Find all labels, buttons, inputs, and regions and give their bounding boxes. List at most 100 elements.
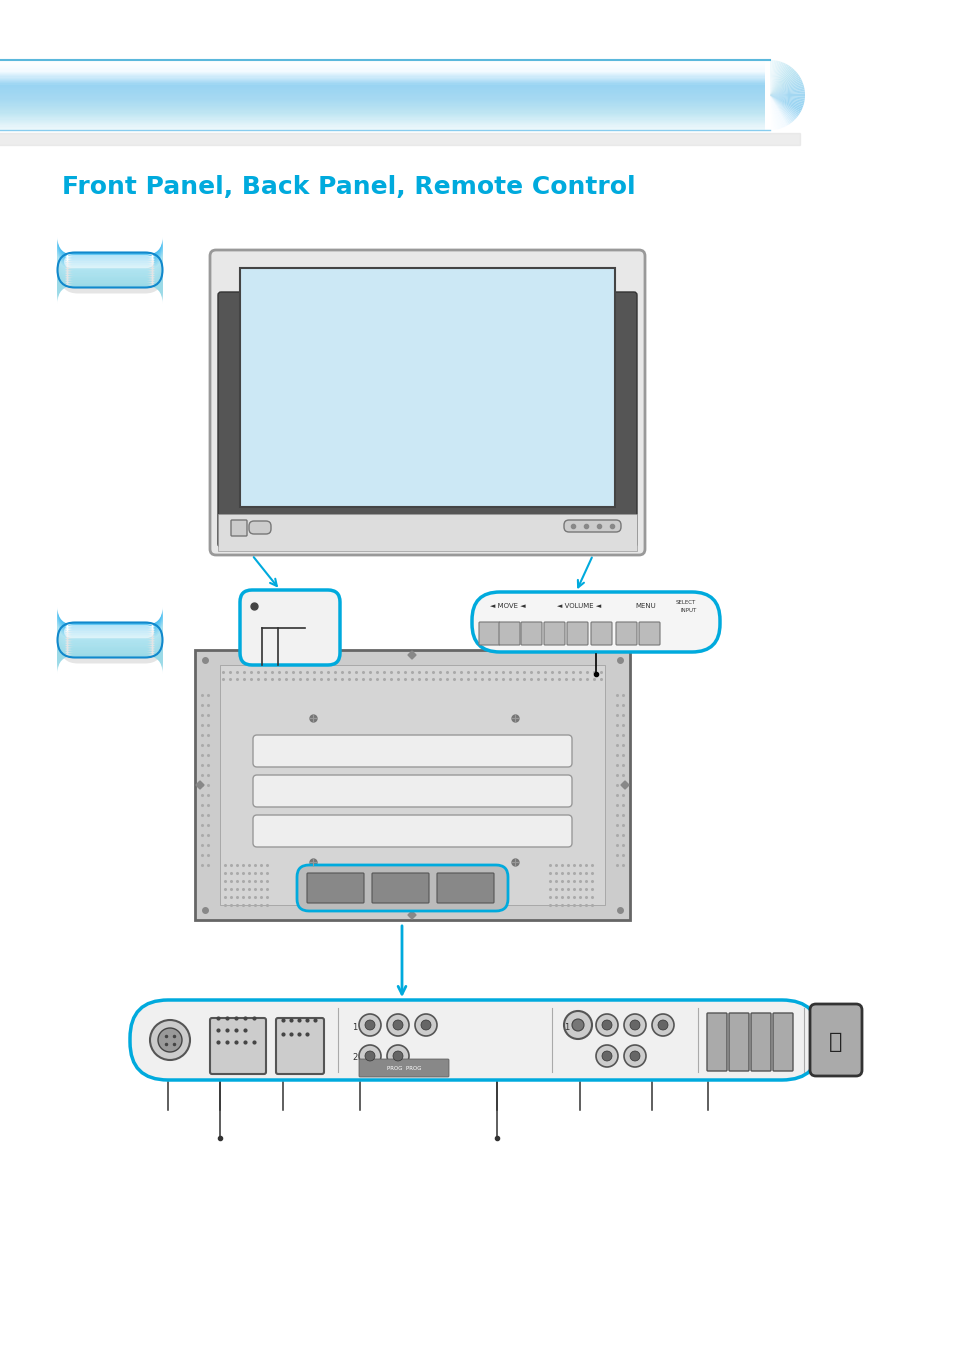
Polygon shape [769, 95, 786, 126]
Polygon shape [769, 82, 802, 95]
Circle shape [387, 1046, 409, 1067]
Circle shape [150, 1020, 190, 1061]
Bar [0, 112, 764, 115]
Polygon shape [769, 95, 804, 97]
Bar [0, 69, 764, 72]
Text: MENU: MENU [635, 603, 655, 609]
FancyBboxPatch shape [57, 269, 162, 301]
FancyBboxPatch shape [639, 621, 659, 644]
Circle shape [596, 1046, 618, 1067]
Circle shape [358, 1015, 380, 1036]
Bar [0, 122, 764, 123]
Polygon shape [769, 63, 785, 95]
Circle shape [393, 1051, 402, 1061]
Circle shape [601, 1051, 612, 1061]
FancyBboxPatch shape [57, 640, 162, 673]
Bar [0, 115, 764, 116]
FancyBboxPatch shape [543, 621, 564, 644]
Bar [0, 74, 764, 76]
FancyBboxPatch shape [57, 630, 162, 663]
FancyBboxPatch shape [57, 634, 162, 666]
Bar [0, 127, 764, 128]
FancyBboxPatch shape [57, 609, 162, 642]
FancyBboxPatch shape [566, 621, 587, 644]
FancyBboxPatch shape [57, 267, 162, 300]
FancyBboxPatch shape [57, 621, 162, 654]
Bar [0, 119, 764, 120]
FancyBboxPatch shape [249, 521, 271, 534]
FancyBboxPatch shape [210, 1019, 266, 1074]
Polygon shape [769, 61, 777, 95]
Bar [0, 132, 800, 145]
FancyBboxPatch shape [57, 253, 162, 286]
FancyBboxPatch shape [57, 259, 162, 293]
Bar [0, 78, 764, 80]
Bar [0, 62, 764, 63]
Bar [0, 105, 764, 107]
Bar [0, 89, 764, 91]
Circle shape [393, 1020, 402, 1029]
Polygon shape [769, 95, 803, 103]
Bar [0, 68, 764, 70]
FancyBboxPatch shape [57, 615, 162, 647]
Polygon shape [769, 95, 780, 128]
FancyBboxPatch shape [60, 258, 162, 293]
Polygon shape [769, 95, 781, 128]
Bar [0, 84, 764, 85]
Circle shape [623, 1046, 645, 1067]
FancyBboxPatch shape [57, 628, 162, 661]
Polygon shape [769, 95, 777, 130]
Bar [0, 91, 764, 92]
Circle shape [420, 1020, 431, 1029]
Polygon shape [769, 84, 803, 95]
Text: SELECT: SELECT [676, 600, 696, 604]
Bar [0, 66, 764, 68]
Bar [0, 95, 764, 97]
FancyBboxPatch shape [64, 626, 154, 638]
Polygon shape [769, 81, 801, 95]
FancyBboxPatch shape [57, 612, 162, 646]
FancyBboxPatch shape [60, 628, 162, 663]
Bar [0, 111, 764, 112]
Bar [0, 124, 764, 126]
Bar [0, 113, 764, 115]
Bar [194, 650, 629, 920]
FancyBboxPatch shape [57, 247, 162, 281]
FancyBboxPatch shape [231, 520, 247, 536]
Text: Front Panel, Back Panel, Remote Control: Front Panel, Back Panel, Remote Control [62, 176, 635, 199]
Bar [0, 70, 764, 72]
FancyBboxPatch shape [240, 590, 339, 665]
FancyBboxPatch shape [57, 263, 162, 296]
FancyBboxPatch shape [307, 873, 364, 902]
Polygon shape [769, 73, 798, 95]
Bar [0, 59, 764, 62]
Polygon shape [769, 95, 804, 100]
FancyBboxPatch shape [563, 520, 620, 532]
Polygon shape [769, 62, 781, 95]
Bar [0, 107, 764, 108]
FancyBboxPatch shape [57, 270, 162, 303]
Polygon shape [769, 70, 795, 95]
Polygon shape [769, 95, 797, 119]
FancyBboxPatch shape [57, 607, 162, 640]
FancyBboxPatch shape [57, 240, 162, 273]
FancyBboxPatch shape [372, 873, 429, 902]
Polygon shape [769, 95, 779, 130]
Bar [0, 127, 764, 130]
Circle shape [601, 1020, 612, 1029]
Bar [0, 88, 764, 89]
Polygon shape [769, 95, 803, 104]
Circle shape [158, 1028, 182, 1052]
FancyBboxPatch shape [728, 1013, 748, 1071]
Circle shape [365, 1051, 375, 1061]
Bar [0, 86, 764, 89]
FancyBboxPatch shape [57, 238, 162, 270]
Bar [0, 109, 764, 111]
Polygon shape [769, 59, 771, 95]
Polygon shape [769, 95, 802, 108]
Polygon shape [769, 95, 791, 123]
FancyBboxPatch shape [57, 635, 162, 667]
FancyBboxPatch shape [498, 621, 519, 644]
Bar [0, 101, 764, 103]
Text: PROG  PROG: PROG PROG [386, 1066, 421, 1070]
